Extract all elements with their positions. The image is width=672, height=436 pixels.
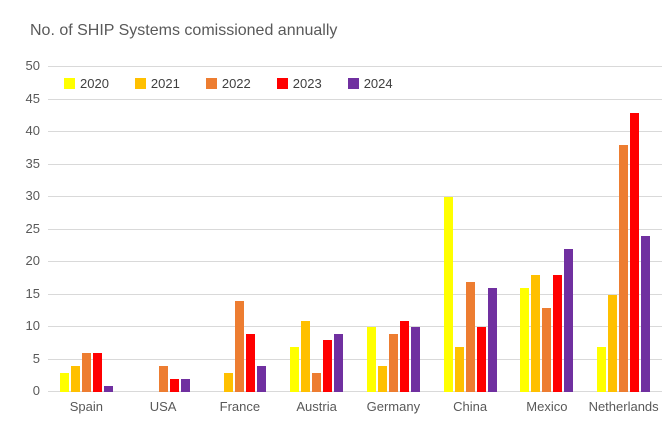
legend-swatch-2020 — [64, 78, 75, 89]
bar-france-2022 — [235, 301, 245, 392]
bar-china-2023 — [476, 327, 486, 392]
bar-germany-2020 — [366, 327, 376, 392]
gridline-y-50 — [48, 66, 662, 67]
legend-item-2023: 2023 — [276, 76, 322, 91]
legend-item-2024: 2024 — [347, 76, 393, 91]
bar-spain-2020 — [59, 372, 69, 392]
bar-germany-2023 — [399, 320, 409, 392]
legend-item-2022: 2022 — [205, 76, 251, 91]
x-axis-label-spain: Spain — [69, 399, 103, 414]
x-axis-label-mexico: Mexico — [526, 399, 568, 414]
y-axis-tick-30: 30 — [25, 188, 40, 203]
y-axis-tick-25: 25 — [25, 220, 40, 236]
bar-mexico-2022 — [542, 307, 552, 392]
gridline-y-25 — [48, 228, 662, 230]
bar-china-2021 — [454, 346, 464, 392]
bar-usa-2023 — [169, 379, 179, 392]
gridline-y-35 — [48, 163, 662, 165]
bar-austria-2023 — [323, 340, 333, 392]
legend-label-2021: 2021 — [150, 76, 180, 91]
bar-mexico-2024 — [564, 249, 574, 392]
y-axis-tick-5: 5 — [32, 350, 40, 366]
y-axis-tick-40: 40 — [25, 123, 40, 138]
bar-usa-2024 — [180, 379, 190, 392]
y-axis-tick-20: 20 — [25, 253, 40, 268]
x-axis-label-france: France — [219, 399, 261, 414]
legend-swatch-2024 — [347, 78, 359, 89]
chart-title: No. of SHIP Systems comissioned annually — [30, 22, 338, 39]
y-axis-tick-35: 35 — [25, 155, 40, 171]
legend-label-2022: 2022 — [221, 76, 251, 91]
legend-item-2020: 2020 — [64, 76, 109, 91]
bar-netherlands-2022 — [619, 145, 629, 392]
x-axis-label-china: China — [453, 399, 488, 414]
bar-netherlands-2023 — [630, 112, 640, 392]
bar-austria-2020 — [290, 346, 300, 392]
bar-austria-2022 — [312, 372, 322, 392]
bar-germany-2021 — [377, 366, 387, 392]
bar-china-2024 — [487, 288, 497, 392]
x-axis-label-austria: Austria — [296, 399, 337, 414]
x-axis-label-germany: Germany — [366, 399, 421, 414]
bar-spain-2024 — [103, 385, 113, 392]
legend-label-2023: 2023 — [292, 76, 322, 91]
bar-china-2020 — [443, 197, 453, 392]
gridline-y-10 — [48, 326, 662, 327]
gridline-y-5 — [48, 358, 662, 360]
legend-item-2021: 2021 — [134, 76, 180, 91]
bar-austria-2021 — [301, 320, 311, 392]
y-axis-tick-45: 45 — [25, 90, 40, 106]
bar-netherlands-2021 — [608, 294, 618, 392]
gridline-y-40 — [48, 131, 662, 132]
bar-netherlands-2020 — [597, 346, 607, 392]
bar-spain-2021 — [70, 366, 80, 392]
y-axis-tick-0: 0 — [32, 383, 40, 398]
bar-spain-2023 — [92, 353, 102, 392]
bar-mexico-2020 — [520, 288, 530, 392]
bar-germany-2024 — [410, 327, 420, 392]
legend-label-2024: 2024 — [363, 76, 393, 91]
legend-swatch-2022 — [205, 78, 217, 89]
gridline-y-30 — [48, 196, 662, 197]
legend-swatch-2021 — [134, 78, 146, 89]
legend-label-2020: 2020 — [80, 76, 109, 91]
bar-france-2023 — [246, 333, 256, 392]
bar-china-2022 — [465, 281, 475, 392]
legend-swatch-2023 — [276, 78, 288, 89]
bar-netherlands-2024 — [641, 236, 651, 392]
y-axis-tick-10: 10 — [25, 318, 40, 333]
x-axis-label-usa: USA — [149, 399, 177, 414]
x-axis-label-netherlands: Netherlands — [588, 399, 659, 414]
bar-germany-2022 — [388, 333, 398, 392]
gridline-y-15 — [48, 293, 662, 295]
gridline-y-45 — [48, 98, 662, 100]
bar-france-2024 — [257, 366, 267, 392]
chart-legend: 2020 2021 2022 2023 2024 — [64, 76, 393, 91]
x-axis-line — [48, 391, 662, 392]
bar-france-2021 — [224, 372, 234, 392]
y-axis-tick-50: 50 — [25, 58, 40, 73]
y-axis-tick-15: 15 — [25, 285, 40, 301]
bar-austria-2024 — [334, 333, 344, 392]
bar-mexico-2023 — [553, 275, 563, 392]
gridline-y-20 — [48, 261, 662, 262]
bar-spain-2022 — [81, 353, 91, 392]
bar-mexico-2021 — [531, 275, 541, 392]
bar-usa-2022 — [158, 366, 168, 392]
